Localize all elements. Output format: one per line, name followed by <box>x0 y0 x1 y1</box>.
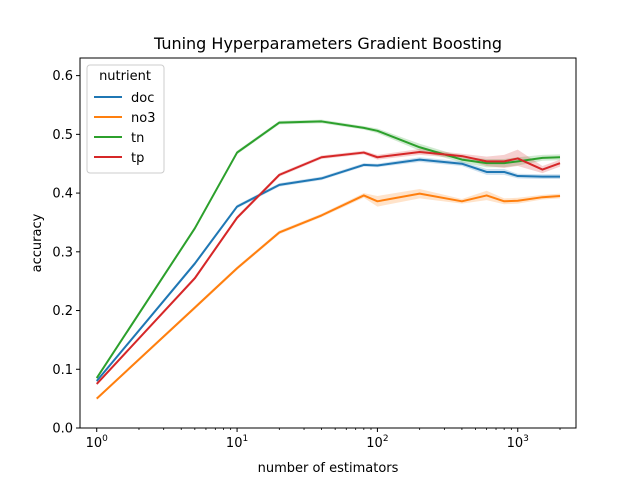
y-tick-label: 0.4 <box>52 187 73 202</box>
y-tick-label: 0.1 <box>52 363 73 378</box>
legend-label-no3: no3 <box>131 111 155 126</box>
series-lines <box>95 120 561 400</box>
y-tick-label: 0.2 <box>52 304 73 319</box>
y-tick-label: 0.6 <box>52 69 73 84</box>
legend-items: doc no3 tn tp <box>94 91 155 166</box>
y-tick-label: 0.0 <box>52 422 73 437</box>
series-line-no3 <box>96 192 561 400</box>
chart-title: Tuning Hyperparameters Gradient Boosting <box>153 34 502 53</box>
legend-label-tp: tp <box>131 151 144 166</box>
legend-label-tn: tn <box>131 131 144 146</box>
series-line-tp <box>95 150 561 385</box>
legend-label-doc: doc <box>131 91 154 106</box>
legend-box <box>86 64 165 174</box>
y-axis: 0.0 0.1 0.2 0.3 0.4 0.5 0.6 <box>52 69 80 437</box>
plot-frame <box>79 57 577 429</box>
series-line-tn <box>95 120 561 379</box>
y-axis-label: accuracy <box>30 213 45 272</box>
y-tick-label: 0.5 <box>52 128 73 143</box>
x-axis-label: number of estimators <box>258 461 399 476</box>
legend: nutrient doc no3 tn tp <box>86 64 165 174</box>
legend-title: nutrient <box>99 69 151 84</box>
y-tick-label: 0.3 <box>52 245 73 260</box>
series-line-doc <box>95 158 561 382</box>
